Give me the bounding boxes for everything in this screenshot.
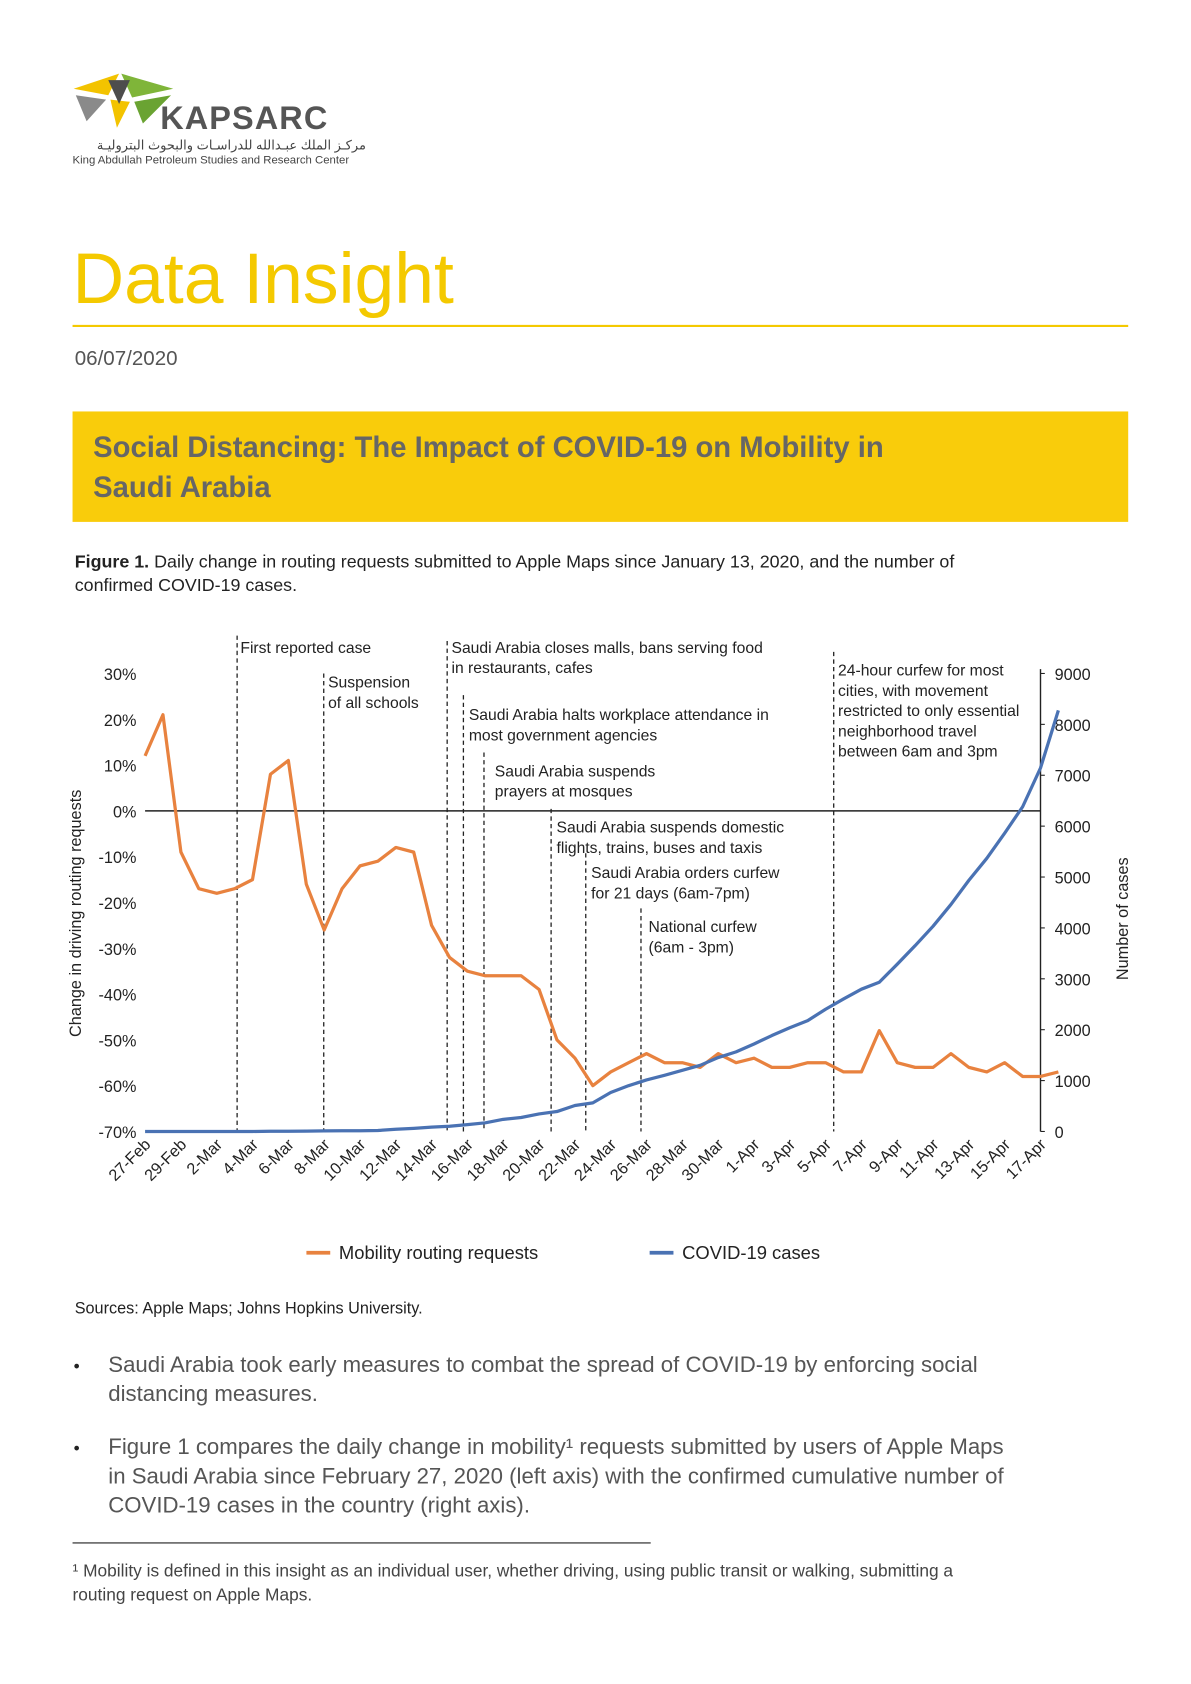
series-line xyxy=(145,709,1060,1134)
annotation-text: of all schools xyxy=(328,695,419,712)
bullet-dot: • xyxy=(74,1438,80,1458)
annotation-text: for 21 days (6am-7pm) xyxy=(591,885,750,902)
annotation-text: most government agencies xyxy=(469,727,658,744)
y2-axis-label: Number of cases xyxy=(1114,857,1132,980)
annotation-text: prayers at mosques xyxy=(495,784,633,801)
bullet-text: Figure 1 compares the daily change in mo… xyxy=(108,1434,1003,1459)
y-tick-label: -20% xyxy=(99,895,137,913)
annotation-text: Saudi Arabia suspends xyxy=(495,763,656,780)
figure-caption-text: Daily change in routing requests submitt… xyxy=(154,551,954,571)
annotation-text: Saudi Arabia suspends domestic xyxy=(557,820,785,837)
y2-tick-label: 3000 xyxy=(1055,971,1091,989)
title: Saudi Arabia xyxy=(93,472,271,504)
annotation-text: flights, trains, buses and taxis xyxy=(557,840,763,857)
annotation-text: Saudi Arabia orders curfew xyxy=(591,865,780,882)
figure-caption: Figure 1. Daily change in routing reques… xyxy=(75,551,955,571)
sources: Sources: Apple Maps; Johns Hopkins Unive… xyxy=(75,1299,423,1317)
annotation-text: cities, with movement xyxy=(838,683,989,700)
org-name: KAPSARC xyxy=(160,100,328,136)
annotation-text: Saudi Arabia closes malls, bans serving … xyxy=(451,640,762,657)
title-banner xyxy=(72,411,1129,522)
y2-tick-label: 7000 xyxy=(1055,768,1091,786)
footnote: ¹ Mobility is defined in this insight as… xyxy=(73,1560,954,1580)
y-tick-label: -10% xyxy=(99,849,137,867)
legend-label: Mobility routing requests xyxy=(339,1242,538,1263)
y-tick-label: -30% xyxy=(99,941,137,959)
date: 06/07/2020 xyxy=(75,347,178,370)
annotation-text: restricted to only essential xyxy=(838,703,1019,720)
y2-tick-label: 9000 xyxy=(1055,666,1091,684)
annotation-text: 24-hour curfew for most xyxy=(838,663,1004,680)
footnote: routing request on Apple Maps. xyxy=(73,1584,313,1604)
bullet-dot: • xyxy=(74,1356,80,1376)
figure-label: Figure 1. xyxy=(75,551,149,571)
annotation-text: in restaurants, cafes xyxy=(451,660,592,677)
y-tick-label: -40% xyxy=(99,987,137,1005)
annotation-text: (6am - 3pm) xyxy=(649,939,734,956)
y-axis-label: Change in driving routing requests xyxy=(67,790,85,1037)
y-tick-label: 0% xyxy=(113,803,136,821)
series-line xyxy=(143,713,1059,1088)
title: Social Distancing: The Impact of COVID-1… xyxy=(93,432,884,464)
org-arabic: مركـز الملك عبـدالله للدراسـات والبحوث ا… xyxy=(97,137,366,153)
y2-tick-label: 6000 xyxy=(1055,819,1091,837)
doc-type: Data Insight xyxy=(73,239,454,319)
y-tick-label: 10% xyxy=(104,758,136,776)
logo xyxy=(73,73,174,128)
figure-caption: confirmed COVID-19 cases. xyxy=(75,575,297,595)
y2-tick-label: 2000 xyxy=(1055,1022,1091,1040)
bullet-text: Saudi Arabia took early measures to comb… xyxy=(108,1352,977,1377)
y-tick-label: -70% xyxy=(99,1124,137,1142)
annotation-text: neighborhood travel xyxy=(838,723,977,740)
y2-tick-label: 4000 xyxy=(1055,920,1091,938)
annotation-text: Saudi Arabia halts workplace attendance … xyxy=(469,707,769,724)
y2-tick-label: 8000 xyxy=(1055,717,1091,735)
annotation-text: Suspension xyxy=(328,675,410,692)
annotation-text: First reported case xyxy=(240,640,371,657)
org-subtitle: King Abdullah Petroleum Studies and Rese… xyxy=(73,155,350,167)
y2-tick-label: 5000 xyxy=(1055,870,1091,888)
y-tick-label: 20% xyxy=(104,712,136,730)
bullet-text: distancing measures. xyxy=(108,1381,318,1406)
bullet-text: COVID-19 cases in the country (right axi… xyxy=(108,1493,530,1518)
y-tick-label: 30% xyxy=(104,666,136,684)
y2-tick-label: 1000 xyxy=(1055,1073,1091,1091)
y2-tick-label: 0 xyxy=(1055,1124,1064,1142)
annotation-text: between 6am and 3pm xyxy=(838,744,998,761)
annotation-text: National curfew xyxy=(649,919,758,936)
y-tick-label: -60% xyxy=(99,1078,137,1096)
legend-label: COVID-19 cases xyxy=(682,1242,820,1263)
bullet-text: in Saudi Arabia since February 27, 2020 … xyxy=(108,1463,1004,1488)
body-text: • Saudi Arabia took early measures to com… xyxy=(73,1352,1005,1604)
y-tick-label: -50% xyxy=(99,1032,137,1050)
